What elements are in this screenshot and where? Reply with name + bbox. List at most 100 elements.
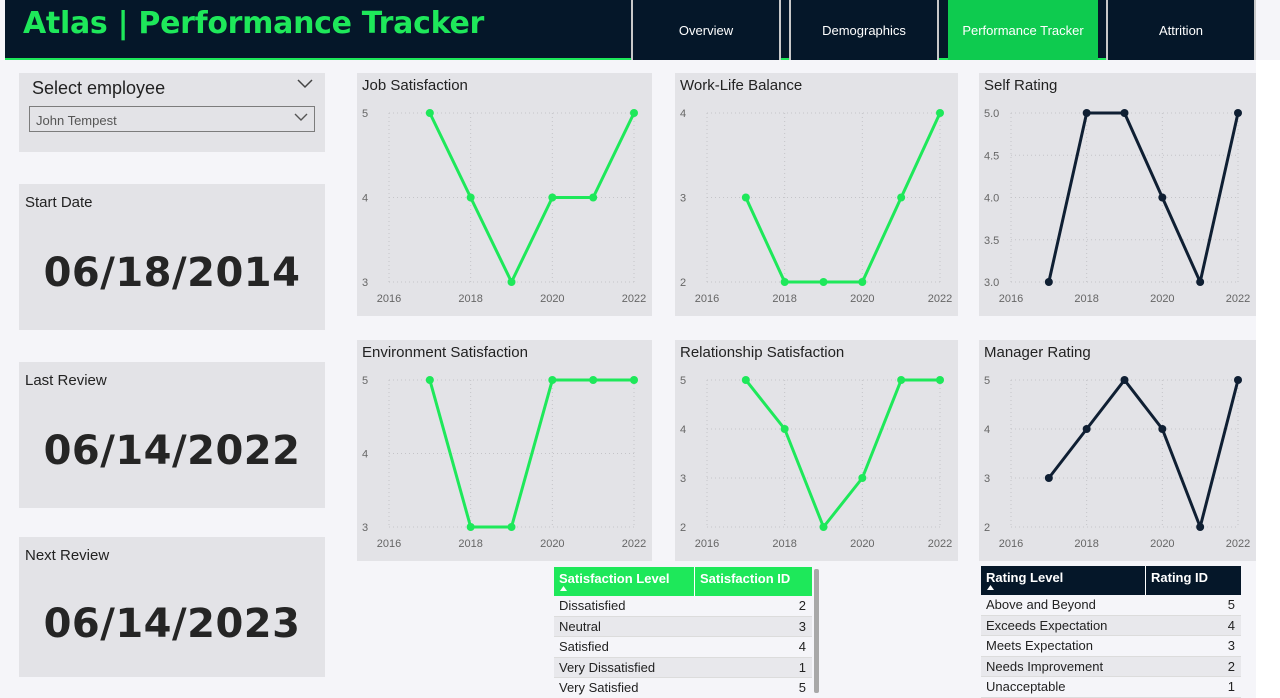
y-tick-label: 3.5 — [984, 235, 999, 247]
card-label: Next Review — [25, 547, 110, 564]
y-tick-label: 2 — [984, 522, 990, 534]
data-point[interactable] — [1234, 376, 1242, 384]
table-row[interactable]: Exceeds Expectation 4 — [981, 615, 1241, 636]
cell-level: Exceeds Expectation — [986, 617, 1108, 633]
header-label: Rating Level — [986, 570, 1064, 585]
data-point[interactable] — [1158, 193, 1167, 202]
y-tick-label: 2 — [680, 522, 686, 534]
data-point[interactable] — [1120, 109, 1129, 117]
data-point[interactable] — [936, 109, 944, 117]
header-label: Rating ID — [1151, 570, 1209, 585]
data-point[interactable] — [897, 193, 906, 202]
sort-up-icon[interactable] — [987, 585, 994, 590]
data-point[interactable] — [936, 376, 944, 384]
data-point[interactable] — [507, 278, 516, 286]
x-tick-label: 2020 — [540, 538, 564, 550]
table-scrollbar[interactable] — [814, 569, 819, 693]
data-point[interactable] — [1196, 278, 1205, 286]
column-header-rating-level[interactable]: Rating Level — [981, 566, 1146, 595]
data-point[interactable] — [589, 376, 598, 384]
table-row[interactable]: Neutral 3 — [554, 616, 812, 637]
x-tick-label: 2016 — [999, 293, 1023, 305]
data-point[interactable] — [630, 109, 638, 117]
cell-id: 2 — [798, 598, 806, 614]
data-point[interactable] — [1082, 425, 1091, 433]
data-point[interactable] — [1234, 109, 1242, 117]
employee-dropdown[interactable]: John Tempest — [29, 106, 315, 132]
table-row[interactable]: Dissatisfied 2 — [554, 596, 812, 617]
table-row[interactable]: Very Satisfied 5 — [554, 678, 812, 698]
x-tick-label: 2018 — [458, 293, 482, 305]
y-tick-label: 4.5 — [984, 150, 999, 162]
data-point[interactable] — [589, 193, 598, 202]
column-header-rating-id[interactable]: Rating ID — [1146, 566, 1241, 595]
data-point[interactable] — [1196, 523, 1205, 531]
data-point[interactable] — [1120, 376, 1129, 384]
data-point[interactable] — [548, 193, 557, 202]
table-row[interactable]: Satisfied 4 — [554, 637, 812, 658]
cell-level: Dissatisfied — [559, 598, 626, 614]
cell-level: Very Satisfied — [559, 680, 639, 696]
header-bar: Atlas | Performance Tracker Overview Dem… — [5, 0, 1256, 60]
tab-performance-tracker[interactable]: Performance Tracker — [948, 0, 1098, 60]
series-line — [428, 112, 636, 284]
x-tick-label: 2020 — [1150, 538, 1174, 550]
tab-label: Attrition — [1158, 22, 1204, 38]
data-point[interactable] — [466, 523, 475, 531]
chevron-down-icon[interactable] — [297, 79, 313, 89]
data-point[interactable] — [780, 278, 789, 286]
data-point[interactable] — [466, 193, 475, 202]
dropdown-value: John Tempest — [36, 113, 117, 128]
data-point[interactable] — [1044, 474, 1053, 482]
data-point[interactable] — [1044, 278, 1053, 286]
table-row[interactable]: Unacceptable 1 — [981, 677, 1241, 698]
tab-overview[interactable]: Overview — [631, 0, 781, 60]
column-header-satisfaction-level[interactable]: Satisfaction Level — [554, 567, 695, 596]
y-tick-label: 3 — [680, 473, 686, 485]
cell-level: Meets Expectation — [986, 638, 1093, 654]
x-tick-label: 2016 — [695, 293, 719, 305]
table-row[interactable]: Meets Expectation 3 — [981, 636, 1241, 657]
series-line — [428, 378, 634, 529]
cell-id: 4 — [1227, 617, 1235, 633]
table-row[interactable]: Above and Beyond 5 — [981, 595, 1241, 616]
cell-id: 1 — [798, 659, 806, 675]
data-point[interactable] — [897, 376, 906, 384]
x-tick-label: 2016 — [999, 538, 1023, 550]
data-point[interactable] — [780, 425, 789, 433]
card-value: 06/14/2022 — [43, 428, 301, 474]
data-point[interactable] — [1082, 109, 1091, 117]
app-title: Atlas | Performance Tracker — [23, 6, 484, 41]
x-tick-label: 2018 — [1074, 293, 1098, 305]
data-point[interactable] — [425, 109, 434, 117]
table-row[interactable]: Very Dissatisfied 1 — [554, 657, 812, 678]
chart-title: Self Rating — [984, 77, 1058, 94]
data-point[interactable] — [819, 278, 828, 286]
data-point[interactable] — [507, 523, 516, 531]
data-point[interactable] — [425, 376, 434, 384]
table-row[interactable]: Needs Improvement 2 — [981, 656, 1241, 677]
self-rating-chart: 2016 2018 2020 2022 3.0 3.5 4.0 4.5 5.0 Self Rat… — [979, 73, 1256, 316]
x-tick-label: 2020 — [850, 293, 874, 305]
y-tick-label: 4 — [680, 424, 686, 436]
data-point[interactable] — [741, 376, 750, 384]
cell-level: Needs Improvement — [986, 658, 1104, 674]
y-tick-label: 3.0 — [984, 277, 999, 289]
data-point[interactable] — [858, 278, 867, 286]
data-point[interactable] — [548, 376, 557, 384]
card-value: 06/14/2023 — [43, 601, 301, 647]
cell-id: 2 — [1227, 658, 1235, 674]
data-point[interactable] — [819, 523, 828, 531]
slicer-title: Select employee — [32, 78, 166, 98]
sort-up-icon[interactable] — [560, 586, 567, 591]
data-point[interactable] — [858, 474, 867, 482]
tab-attrition[interactable]: Attrition — [1106, 0, 1256, 60]
table-body: Dissatisfied 2 Neutral 3 Satisfied 4 Very Diss… — [554, 596, 812, 698]
x-tick-label: 2022 — [622, 293, 646, 305]
card-label: Last Review — [25, 372, 107, 389]
data-point[interactable] — [1158, 425, 1167, 433]
data-point[interactable] — [630, 376, 638, 384]
column-header-satisfaction-id[interactable]: Satisfaction ID — [695, 567, 812, 596]
tab-demographics[interactable]: Demographics — [789, 0, 939, 60]
data-point[interactable] — [741, 193, 750, 202]
